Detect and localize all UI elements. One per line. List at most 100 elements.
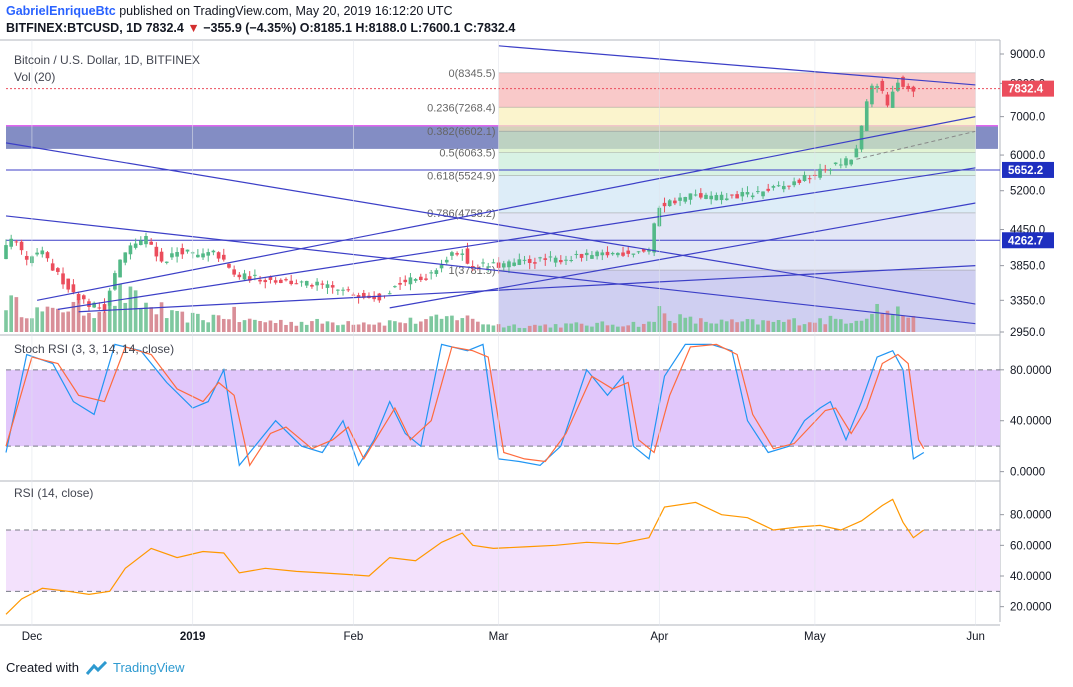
candle [413, 278, 418, 283]
candle [35, 248, 39, 257]
candle-body [66, 278, 71, 290]
candle [709, 191, 713, 205]
volume-bar [356, 324, 361, 332]
volume-bar [896, 306, 900, 332]
candle-body [730, 194, 734, 196]
stoch-rsi-title: Stoch RSI (3, 3, 14, 14, close) [14, 342, 174, 356]
volume-bar [444, 316, 449, 332]
candle [61, 267, 65, 289]
time-tick-label: 2019 [180, 631, 206, 643]
candle [180, 243, 185, 259]
volume-bar [419, 321, 423, 332]
candle-body [196, 254, 200, 258]
candle-body [403, 279, 408, 283]
candle-body [470, 266, 475, 268]
candle [325, 280, 330, 294]
candle [341, 287, 345, 296]
candle-body [548, 256, 553, 258]
candle-body [221, 254, 226, 260]
last-price: 7832.4 [145, 21, 184, 35]
volume-bar [595, 322, 599, 332]
candle [828, 168, 833, 175]
volume-bar [201, 320, 205, 332]
price-tag: 5652.2 [1002, 161, 1054, 178]
volume-bar [408, 317, 413, 332]
candle [320, 280, 325, 289]
volume-bar [253, 319, 257, 332]
volume-bar [273, 323, 278, 332]
volume-bar [336, 325, 340, 332]
volume-bar [875, 303, 879, 332]
volume-bar [144, 302, 148, 332]
trendline [5, 142, 976, 305]
candle [206, 248, 211, 262]
volume-bar [823, 324, 828, 332]
volume-bar [662, 313, 667, 332]
time-tick-label: May [804, 631, 826, 643]
volume-bar [735, 322, 739, 332]
volume-bar [854, 320, 859, 332]
candle-body [19, 241, 24, 251]
candle [683, 196, 688, 204]
volume-bar [325, 321, 330, 332]
candle-body [844, 158, 848, 166]
rsi-tick-label: 40.0000 [1010, 571, 1052, 583]
candle-body [460, 253, 465, 255]
candle [605, 246, 610, 258]
tradingview-link[interactable]: TradingView [113, 660, 185, 675]
candle [470, 260, 475, 272]
candle-body [304, 280, 309, 286]
author-link[interactable]: GabrielEnriqueBtc [6, 4, 116, 18]
volume-bar [543, 324, 548, 332]
volume-bar [693, 323, 698, 332]
volume-bar [517, 327, 522, 332]
candle-body [890, 91, 895, 108]
candle-body [263, 280, 268, 283]
tradingview-logo-icon[interactable] [85, 661, 108, 675]
volume-bar [439, 318, 444, 332]
candle [216, 251, 221, 262]
candle [434, 268, 439, 277]
candle [911, 85, 916, 98]
candle-body [289, 280, 293, 285]
volume-bar [641, 323, 646, 332]
volume-bar [258, 321, 262, 332]
candle-body [310, 285, 314, 287]
candle-body [81, 295, 86, 300]
candle-body [610, 252, 615, 255]
candle-body [175, 252, 179, 257]
candle-body [756, 191, 760, 193]
candle [787, 185, 791, 190]
candle-body [439, 264, 444, 269]
candle [455, 251, 459, 257]
candle [367, 292, 371, 299]
candle-body [709, 195, 713, 200]
candle-body [372, 295, 376, 300]
volume-bar [123, 302, 128, 332]
volume-bar [709, 323, 713, 332]
candle-body [553, 257, 558, 263]
volume-bar [719, 319, 724, 332]
price-tag-bg [1002, 232, 1054, 249]
candle [361, 289, 366, 300]
candle-body [356, 295, 361, 298]
candle [133, 238, 138, 250]
candle [273, 277, 278, 285]
volume-bar [413, 323, 418, 332]
candle-body [517, 259, 522, 265]
candle-body [579, 253, 584, 258]
price-tag: 7832.4 [1002, 80, 1054, 97]
candle [714, 192, 719, 201]
candle-body [97, 307, 102, 309]
candle-body [595, 251, 599, 257]
candle-body [227, 263, 231, 268]
candle [704, 192, 708, 200]
volume-bar [118, 284, 122, 332]
candle-body [559, 260, 563, 263]
volume-bar [45, 306, 50, 332]
candle-body [315, 281, 319, 286]
volume-bar [294, 325, 299, 332]
rsi-line [5, 498, 925, 615]
candle-body [605, 251, 610, 256]
